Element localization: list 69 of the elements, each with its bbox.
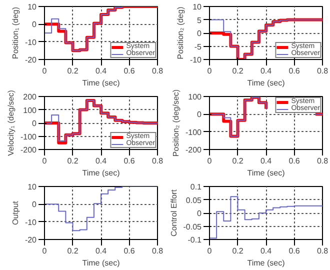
x-tick-label: 0.6 bbox=[124, 246, 136, 256]
x-tick-label: 0.2 bbox=[67, 246, 79, 256]
y-tick-label: -100 bbox=[20, 132, 38, 142]
x-tick-label: 0.2 bbox=[232, 246, 244, 256]
x-axis-title: Time (sec) bbox=[82, 258, 120, 268]
y-axis-title: Position₂ (deg/sec) bbox=[171, 89, 180, 157]
y-axis-title: Position₁ (deg) bbox=[10, 6, 20, 60]
x-axis-title: Time (sec) bbox=[247, 78, 286, 88]
x-tick-label: 0.2 bbox=[67, 66, 79, 76]
y-tick-label: 0 bbox=[197, 110, 202, 120]
y-tick-label: 0.05 bbox=[186, 196, 202, 205]
y-tick-label: -100 bbox=[185, 128, 202, 137]
y-tick-label: -200 bbox=[20, 146, 38, 154]
y-tick-label: 200 bbox=[23, 92, 38, 102]
y-tick-label: 0 bbox=[197, 209, 202, 218]
y-tick-label: 10 bbox=[28, 182, 38, 192]
x-axis-title: Time (sec) bbox=[247, 258, 286, 268]
x-tick-label: 0.6 bbox=[288, 156, 300, 166]
y-axis-title: Output bbox=[10, 200, 20, 226]
y-tick-label: 0 bbox=[197, 29, 202, 38]
x-tick-label: 0 bbox=[207, 246, 212, 256]
x-tick-label: 0.2 bbox=[232, 156, 244, 166]
y-tick-label: -20 bbox=[24, 56, 38, 64]
x-tick-label: 0.6 bbox=[288, 66, 300, 76]
x-tick-label: 0.4 bbox=[95, 66, 108, 76]
x-tick-label: 0 bbox=[42, 246, 48, 256]
x-tick-label: 0.4 bbox=[95, 156, 108, 166]
x-tick-label: 0.8 bbox=[152, 156, 164, 166]
y-tick-label: 0 bbox=[32, 119, 38, 128]
y-tick-label: -200 bbox=[185, 146, 202, 154]
y-tick-label: -5 bbox=[194, 42, 202, 52]
y-tick-label: 10 bbox=[192, 2, 202, 12]
x-tick-label: 0.6 bbox=[288, 246, 300, 256]
x-tick-label: 0.4 bbox=[260, 66, 272, 76]
y-tick-label: 0.1 bbox=[190, 182, 202, 192]
x-tick-label: 0 bbox=[207, 156, 212, 166]
x-tick-label: 0.8 bbox=[316, 156, 329, 166]
y-tick-label: 5 bbox=[197, 16, 202, 25]
x-tick-label: 0.8 bbox=[152, 66, 164, 76]
y-axis-title: Control Effort bbox=[169, 188, 178, 236]
y-tick-label: 0 bbox=[32, 200, 38, 210]
x-tick-label: 0.6 bbox=[124, 156, 136, 166]
y-axis-title: Velocity₁ (deg/sec) bbox=[6, 90, 16, 156]
x-tick-label: 0.2 bbox=[67, 156, 79, 166]
y-tick-label: 10 bbox=[28, 2, 38, 12]
x-tick-label: 0.4 bbox=[260, 246, 272, 256]
y-tick-label: -10 bbox=[190, 56, 202, 64]
x-axis-title: Time (sec) bbox=[247, 168, 286, 178]
x-tick-label: 0.8 bbox=[316, 246, 329, 256]
y-tick-label: -10 bbox=[24, 218, 38, 227]
y-tick-label: 100 bbox=[23, 106, 38, 115]
x-tick-label: 0 bbox=[42, 66, 48, 76]
x-tick-label: 0.2 bbox=[232, 66, 244, 76]
y-tick-label: -20 bbox=[24, 236, 38, 244]
x-tick-label: 0.4 bbox=[95, 246, 108, 256]
y-tick-label: 0 bbox=[32, 20, 38, 30]
y-axis-title: Position₂ (deg) bbox=[176, 6, 185, 60]
y-tick-label: 100 bbox=[188, 92, 202, 102]
x-tick-label: 0.8 bbox=[316, 66, 329, 76]
y-tick-label: -0.1 bbox=[188, 236, 202, 244]
x-axis-title: Time (sec) bbox=[82, 78, 120, 88]
y-tick-label: -10 bbox=[24, 38, 38, 47]
x-tick-label: 0.8 bbox=[152, 246, 164, 256]
y-tick-label: -0.05 bbox=[183, 222, 202, 232]
x-tick-label: 0.4 bbox=[260, 156, 272, 166]
x-tick-label: 0 bbox=[207, 66, 212, 76]
x-tick-label: 0 bbox=[42, 156, 48, 166]
x-tick-label: 0.6 bbox=[124, 66, 136, 76]
x-axis-title: Time (sec) bbox=[82, 168, 120, 178]
